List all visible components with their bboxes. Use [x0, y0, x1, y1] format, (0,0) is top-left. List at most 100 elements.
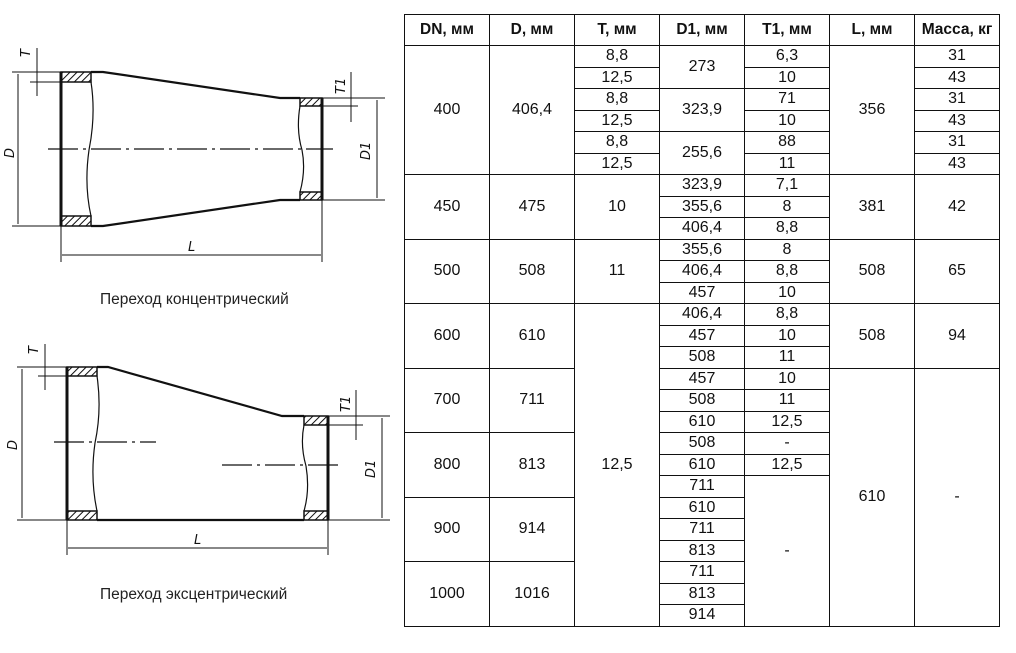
diagrams-panel: T D T1 D1 L — [0, 0, 400, 653]
table-cell: 700 — [404, 367, 490, 433]
table-cell: 406,4 — [659, 260, 745, 283]
table-cell: 71 — [744, 88, 830, 111]
table-cell: 43 — [914, 152, 1000, 175]
table-cell: 11 — [744, 152, 830, 175]
column-header: DN, мм — [404, 14, 490, 46]
table-cell: 508 — [659, 389, 745, 412]
column-header: Масса, кг — [914, 14, 1000, 46]
table-cell: 8,8 — [574, 45, 660, 68]
table-cell: 94 — [914, 303, 1000, 369]
table-cell: 31 — [914, 131, 1000, 154]
table-cell: 11 — [744, 346, 830, 369]
table-cell: 500 — [404, 238, 490, 304]
table-cell: 406,4 — [489, 45, 575, 175]
table-cell: 10 — [744, 66, 830, 89]
table-row: 1000 1016 711 — [404, 561, 1000, 627]
table-cell: 6,3 — [744, 45, 830, 68]
table-cell: 508 — [489, 238, 575, 304]
table-cell: 610 — [489, 303, 575, 369]
column-header: D1, мм — [659, 14, 745, 46]
table-cell: 457 — [659, 324, 745, 347]
table-cell: 12,5 — [574, 109, 660, 132]
table-cell: 400 — [404, 45, 490, 175]
table-cell: 1016 — [489, 561, 575, 627]
table-header-row: DN, мм D, мм T, мм D1, мм T1, мм L, мм Масса, … — [404, 14, 1000, 46]
table-row: 500 508 11 355,6 8 508 65 — [404, 238, 1000, 304]
label-T-eccentric: T — [27, 345, 42, 354]
table-cell: 8,8 — [744, 303, 830, 326]
table-cell: 406,4 — [659, 303, 745, 326]
column-header: T, мм — [574, 14, 660, 46]
table-cell: 914 — [489, 496, 575, 562]
table-cell: 12,5 — [574, 303, 660, 627]
table-cell: 11 — [744, 389, 830, 412]
concentric-caption: Переход концентрический — [100, 291, 289, 308]
table-cell: 7,1 — [744, 174, 830, 197]
table-cell: 11 — [574, 238, 660, 304]
table-cell: 813 — [489, 432, 575, 498]
concentric-reducer-drawing — [12, 48, 385, 262]
table-cell: 711 — [489, 367, 575, 433]
table-cell: 8,8 — [744, 217, 830, 240]
table-row: 610 12,5 — [405, 410, 1000, 433]
table-row: 800 813 508- — [404, 432, 1000, 498]
table-cell: 43 — [914, 109, 1000, 132]
table-cell: 711 — [659, 475, 745, 498]
reducer-drawings: T D T1 D1 L — [3, 48, 390, 555]
table-cell: 12,5 — [744, 453, 830, 476]
table-cell: 1000 — [404, 561, 490, 627]
table-cell: 8,8 — [574, 88, 660, 111]
table-cell: 914 — [659, 604, 745, 627]
table-cell: 610 — [659, 410, 745, 433]
table-cell: 813 — [659, 539, 745, 562]
label-D: D — [3, 148, 18, 158]
table-row: 12,5 10 43 — [405, 66, 1000, 89]
table-cell: 10 — [744, 109, 830, 132]
table-row: 8,8 323,9 71 31 — [405, 88, 1000, 132]
label-T1-eccentric: T1 — [339, 396, 354, 412]
table-cell: 8,8 — [574, 131, 660, 154]
table-cell: 65 — [914, 238, 1000, 304]
table-cell: 457 — [659, 367, 745, 390]
table-cell: 610 — [659, 496, 745, 519]
table-cell: 381 — [829, 174, 915, 240]
table-cell: 8 — [744, 238, 830, 261]
column-header: L, мм — [829, 14, 915, 46]
table-cell: 10 — [744, 367, 830, 390]
table-cell: - — [744, 475, 830, 627]
table-cell: 43 — [914, 66, 1000, 89]
table-cell: 88 — [744, 131, 830, 154]
table-cell: 475 — [489, 174, 575, 240]
table-cell: - — [914, 367, 1000, 627]
table-row: 400 406,4 8,8 273 6,3 356 31 — [404, 45, 1000, 175]
table-row: 700 711 457 10 610- — [404, 367, 1000, 627]
table-cell: 12,5 — [574, 66, 660, 89]
table-row: 508 11 — [405, 389, 1000, 412]
table-cell: 8 — [744, 195, 830, 218]
label-D-eccentric: D — [6, 440, 21, 450]
table-row: 355,6 8 — [405, 195, 1000, 218]
table-cell: 355,6 — [659, 195, 745, 218]
label-T: T — [19, 48, 34, 57]
table-cell: 813 — [659, 582, 745, 605]
table-cell: 355,6 — [659, 238, 745, 261]
table-cell: 508 — [829, 238, 915, 304]
table-cell: 31 — [914, 45, 1000, 68]
table-cell: 508 — [659, 432, 745, 455]
table-row: 900 914 610 — [404, 496, 1000, 562]
column-header: T1, мм — [744, 14, 830, 46]
column-header: D, мм — [489, 14, 575, 46]
table-cell: 10 — [744, 281, 830, 304]
table-cell: 12,5 — [744, 410, 830, 433]
table-cell: 508 — [829, 303, 915, 369]
label-D1-eccentric: D1 — [364, 460, 379, 478]
table-cell: 12,5 — [574, 152, 660, 175]
label-L-eccentric: L — [194, 533, 201, 548]
table-row: 914 — [405, 604, 1000, 627]
label-L: L — [188, 240, 195, 255]
table-cell: 273 — [659, 45, 745, 89]
table-cell: 323,9 — [659, 88, 745, 132]
table-cell: 900 — [404, 496, 490, 562]
table-cell: 600 — [404, 303, 490, 369]
table-row: 450 475 10 323,9 7,1 381 42 — [404, 174, 1000, 240]
